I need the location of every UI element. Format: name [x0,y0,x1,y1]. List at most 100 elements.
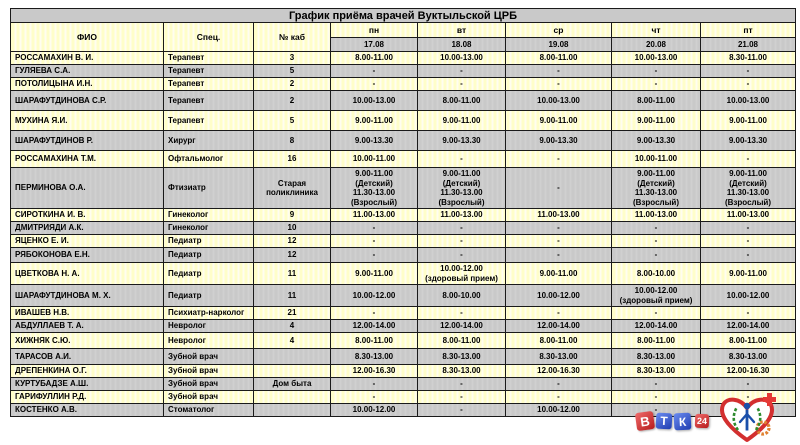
table-row: ДРЕПЕНКИНА О.Г. Зубной врач 12.00-16.30 8.3… [10,364,796,378]
specialty: Зубной врач [163,390,254,404]
cabinet-number: 2 [253,77,331,91]
schedule-cell: 10.00-13.00 [417,51,506,65]
schedule-cell: - [700,247,796,263]
schedule-cell: - [611,234,701,248]
doctor-name: ЯЦЕНКО Е. И. [10,234,164,248]
schedule-cell: - [330,306,418,320]
schedule-cell: 9.00-11.00 [417,110,506,131]
schedule-cell: 8.00-11.00 [330,332,418,349]
schedule-table: График приёма врачей Вуктыльской ЦРБ ФИО… [10,8,796,417]
wreath-right [754,406,762,431]
doctor-name: АБДУЛЛАЕВ Т. А. [10,319,164,333]
doctor-name: ГАРИФУЛЛИН Р.Д. [10,390,164,404]
doctor-name: ГУЛЯЕВА С.А. [10,64,164,78]
schedule-cell: 9.00-13.30 [330,130,418,151]
schedule-cell: 12.00-14.00 [330,319,418,333]
doctor-name: РОССАМАХИНА Т.М. [10,150,164,168]
schedule-cell: 11.00-13.00 [505,208,612,222]
schedule-cell: 12.00-14.00 [505,319,612,333]
schedule-cell: 10.00-12.00 [505,403,612,417]
schedule-cell: 12.00-16.30 [330,364,418,378]
doctor-name: КОСТЕНКО А.В. [10,403,164,417]
cabinet-number: 3 [253,51,331,65]
schedule-cell: - [417,221,506,235]
cabinet-number: 21 [253,306,331,320]
specialty: Фтизиатр [163,167,254,209]
cabinet-number: 9 [253,208,331,222]
figure-body [745,409,749,431]
table-row: ТАРАСОВ А.И. Зубной врач 8.30-13.00 8.30-13… [10,348,796,365]
schedule-cell: 12.00-14.00 [700,319,796,333]
doctor-name: ЦВЕТКОВА Н. А. [10,262,164,285]
schedule-cell: - [611,247,701,263]
schedule-cell: - [700,306,796,320]
schedule-cell: - [505,306,612,320]
doctor-name: ШАРАФУТДИНОВ Р. [10,130,164,151]
hospital-heart-logo [720,393,776,442]
date-cell: 21.08 [700,37,796,52]
doctor-name: ДМИТРИЯДИ А.К. [10,221,164,235]
schedule-cell: 10.00-12.00 [330,403,418,417]
schedule-cell: 10.00-12.00 [505,284,612,307]
cabinet-number: 12 [253,234,331,248]
schedule-cell: - [330,234,418,248]
schedule-cell: - [611,64,701,78]
table-row: КУРТУБАДЗЕ А.Ш. Зубной врач Дом быта - - - - - [10,377,796,391]
col-header-cab: № каб [253,22,331,52]
col-header-fio: ФИО [10,22,164,52]
schedule-cell: 10.00-13.00 [611,51,701,65]
schedule-cell: - [330,390,418,404]
schedule-cell: 8.00-11.00 [611,90,701,111]
specialty: Зубной врач [163,364,254,378]
specialty: Офтальмолог [163,150,254,168]
wreath-left [732,406,740,431]
doctor-name: ИВАШЕВ Н.В. [10,306,164,320]
specialty: Зубной врач [163,348,254,365]
specialty: Терапевт [163,64,254,78]
day-header-row: ФИО Спец. № каб пн вт ср чт пт [10,22,796,52]
cabinet-number: Старая поликлиника [253,167,331,209]
schedule-cell: 11.00-13.00 [417,208,506,222]
schedule-cell: 8.00-11.00 [700,332,796,349]
table-row: ИВАШЕВ Н.В. Психиатр-нарколог 21- - - - - [10,306,796,320]
schedule-cell: 9.00-11.00 [700,110,796,131]
day-header-пт: пт [700,22,796,38]
schedule-cell: - [700,64,796,78]
doctor-name: ПОТОЛИЦЫНА И.Н. [10,77,164,91]
cabinet-number [253,348,331,365]
schedule-cell: - [611,306,701,320]
schedule-cell: 10.00-12.00 (здоровый прием) [611,284,701,307]
table-row: ГАРИФУЛЛИН Р.Д. Зубной врач - - - - - [10,390,796,404]
specialty: Зубной врач [163,377,254,391]
schedule-cell: 8.30-13.00 [700,348,796,365]
schedule-cell: 9.00-11.00 (Детский) 11.30-13.00 (Взросл… [330,167,418,209]
table-row: РОССАМАХИНА Т.М. Офтальмолог 16 10.00-11.00… [10,150,796,168]
specialty: Педиатр [163,262,254,285]
col-header-spec: Спец. [163,22,254,52]
doctor-name: ХИЖНЯК С.Ю. [10,332,164,349]
schedule-cell: - [417,234,506,248]
table-row: РЯБОКОНОВА Е.Н. Педиатр 12- - - - - [10,247,796,263]
cabinet-number: 10 [253,221,331,235]
figure-arms [738,412,756,424]
schedule-cell: - [505,77,612,91]
cabinet-number [253,403,331,417]
date-cell: 20.08 [611,37,701,52]
schedule-cell: 9.00-11.00 [700,262,796,285]
schedule-cell: 11.00-13.00 [611,208,701,222]
schedule-cell: - [611,390,701,404]
schedule-cell: - [330,247,418,263]
figure-head [743,402,751,410]
schedule-cell: 10.00-12.00 (здоровый прием) [417,262,506,285]
schedule-cell: - [700,377,796,391]
specialty: Невролог [163,319,254,333]
specialty: Хирург [163,130,254,151]
table-row: ХИЖНЯК С.Ю. Невролог 4 8.00-11.00 8.00-11.00… [10,332,796,349]
schedule-cell: 9.00-13.30 [611,130,701,151]
schedule-cell: - [700,234,796,248]
specialty: Стоматолог [163,403,254,417]
doctor-name: РЯБОКОНОВА Е.Н. [10,247,164,263]
schedule-cell: - [611,377,701,391]
cabinet-number [253,364,331,378]
